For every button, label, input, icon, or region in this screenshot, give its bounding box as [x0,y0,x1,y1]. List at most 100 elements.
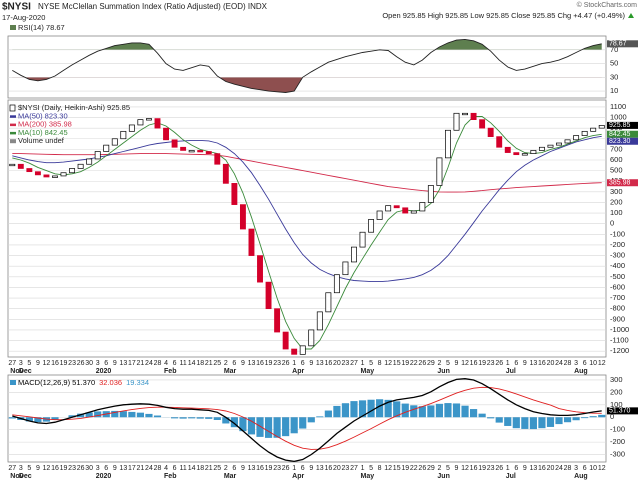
histogram-bar [111,410,119,418]
candle [402,207,409,214]
candle [316,311,323,331]
histogram-bar [478,413,486,418]
x-tick-label: 26 [282,360,290,367]
histogram-bar [213,417,221,420]
y-tick-label: -1000 [610,325,629,334]
y-tick-label: 1100 [610,102,626,111]
x-tick-label: 9 [309,465,313,472]
x-tick-label: 29 [427,360,435,367]
y-tick-label: 10 [610,86,618,95]
y-tick-label: -800 [610,304,625,313]
x-tick-label: 23 [68,360,76,367]
x-month-label: Apr [292,368,304,375]
x-tick-label: 11 [179,465,186,472]
ma-line [12,152,602,193]
x-tick-label: 13 [316,465,324,472]
panel-frame [7,99,607,358]
x-month-label: May [361,368,375,375]
histogram-bar [247,417,256,435]
x-tick-label: 21 [205,360,213,367]
x-tick-label: 21 [205,465,213,472]
x-month-label: Jul [506,473,516,480]
histogram-bar [34,417,42,423]
candle [351,246,357,263]
x-tick-label: 1 [506,360,510,367]
x-tick-label: 9 [455,360,459,367]
histogram-bar [358,400,367,418]
y-tick-label: 30 [610,72,618,81]
x-tick-label: 23 [487,360,495,367]
y-tick-label: 0 [610,219,614,228]
legend-icon [9,104,16,112]
histogram-bar [410,405,418,418]
x-tick-label: 5 [27,465,31,472]
ma-line [12,135,602,283]
legend-entry: MA(10) 842.45 [18,128,68,137]
y-tick-label: 200 [610,387,623,396]
candle [470,112,477,120]
overbought-area [102,39,602,50]
histogram-bar [572,417,580,421]
candle [479,119,486,129]
x-tick-label: 3 [19,465,23,472]
histogram-bar [188,417,196,419]
legend-entry: $NYSI (Daily, Heikin-Ashi) 925.85 [18,103,130,112]
histogram-bar [239,417,247,432]
candle [43,174,50,178]
x-tick-label: 9 [113,360,117,367]
x-tick-label: 5 [369,360,373,367]
candle [504,146,511,153]
histogram-bar [333,405,341,418]
x-tick-label: 10 [589,360,597,367]
candle [581,130,588,136]
x-tick-label: 9 [309,360,313,367]
x-tick-label: 26 [77,465,85,472]
value-badge-label: 385.98 [609,180,631,187]
y-tick-label: -1200 [610,346,629,355]
legend-icon [10,123,16,127]
histogram-bar [444,403,452,418]
x-tick-label: 16 [51,465,59,472]
x-tick-label: 26 [418,465,426,472]
x-tick-label: 28 [564,465,572,472]
x-month-label: Apr [292,473,304,480]
candle [487,127,494,137]
x-tick-label: 27 [8,360,16,367]
histogram-bar [128,411,136,418]
value-badge-label: 925.85 [609,122,631,129]
y-tick-label: 70 [610,45,618,54]
legend-icon [10,115,16,118]
candle [325,292,332,313]
x-tick-label: 9 [523,465,527,472]
x-tick-label: 30 [85,465,93,472]
x-tick-label: 17 [128,360,136,367]
value-badge [607,407,638,415]
histogram-bar [401,403,409,418]
x-tick-label: 20 [333,465,341,472]
x-month-label: Nov [10,473,23,480]
y-tick-label: -300 [610,251,625,260]
candle [291,348,298,355]
histogram-bar [563,417,572,423]
x-tick-label: 12 [384,465,392,472]
x-tick-label: 2 [224,360,228,367]
histogram-bar [418,406,426,418]
histogram-bar [529,417,537,430]
x-tick-label: 15 [393,465,401,472]
candle [111,138,118,146]
candle [180,146,187,151]
x-tick-label: 25 [213,360,221,367]
legend-entry: Volume undef [18,136,65,145]
up-arrow [628,13,634,18]
histogram-bar [170,417,179,419]
x-tick-label: 23 [68,465,76,472]
x-tick-label: 6 [301,360,305,367]
x-tick-label: 6 [514,360,518,367]
histogram-bar [222,417,230,424]
x-tick-label: 6 [583,360,587,367]
x-tick-label: 6 [173,360,177,367]
histogram-bar [324,410,332,418]
x-tick-label: 18 [196,360,204,367]
x-month-label: May [361,473,375,480]
x-tick-label: 1 [506,465,510,472]
